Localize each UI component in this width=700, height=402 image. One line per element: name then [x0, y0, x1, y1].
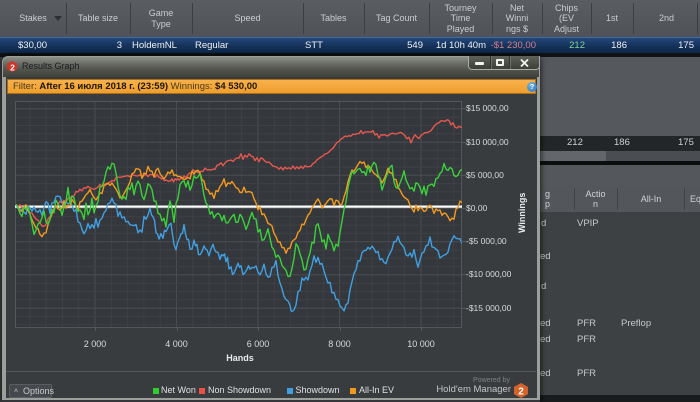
svg-text:2: 2	[518, 386, 524, 397]
svg-text:2: 2	[10, 62, 15, 72]
